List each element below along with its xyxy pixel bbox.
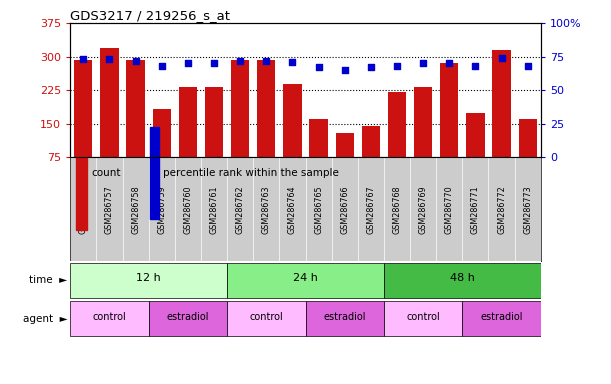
FancyBboxPatch shape [306, 301, 384, 336]
Bar [179, 87, 197, 157]
Point [78, 56, 88, 62]
Text: estradiol: estradiol [480, 312, 523, 322]
Point [392, 63, 402, 69]
Text: GSM286757: GSM286757 [105, 185, 114, 233]
Bar [76, 115, 87, 230]
Bar [492, 50, 511, 157]
Point [523, 63, 533, 69]
Point [131, 58, 141, 64]
Bar [335, 133, 354, 157]
Text: GSM286764: GSM286764 [288, 185, 297, 233]
Bar [309, 119, 327, 157]
Text: count: count [92, 168, 121, 178]
Text: GSM286765: GSM286765 [314, 185, 323, 233]
Text: GSM286769: GSM286769 [419, 185, 428, 233]
Text: GSM286761: GSM286761 [210, 185, 219, 233]
Point [288, 59, 298, 65]
Text: control: control [249, 312, 283, 322]
Text: GSM286763: GSM286763 [262, 185, 271, 233]
Text: GSM286773: GSM286773 [523, 185, 532, 233]
Text: time  ►: time ► [29, 275, 67, 285]
Text: 12 h: 12 h [136, 273, 161, 283]
Point [497, 55, 507, 61]
Text: GSM286762: GSM286762 [236, 185, 244, 233]
Bar [440, 63, 458, 157]
Bar [414, 87, 432, 157]
Text: GSM286756: GSM286756 [79, 185, 88, 233]
Text: percentile rank within the sample: percentile rank within the sample [163, 168, 339, 178]
Bar [519, 119, 537, 157]
Text: GSM286768: GSM286768 [392, 185, 401, 233]
Bar [257, 60, 276, 157]
Text: control: control [93, 312, 126, 322]
Point [313, 64, 323, 70]
FancyBboxPatch shape [384, 263, 541, 298]
Text: control: control [406, 312, 440, 322]
Bar [231, 60, 249, 157]
Bar [388, 93, 406, 157]
Bar [466, 113, 485, 157]
Bar [74, 60, 92, 157]
Point [366, 64, 376, 70]
Point [183, 60, 193, 66]
Point [209, 60, 219, 66]
Point [235, 58, 245, 64]
Text: GSM286766: GSM286766 [340, 185, 349, 233]
Text: estradiol: estradiol [167, 312, 209, 322]
Bar [284, 84, 302, 157]
Bar [362, 126, 380, 157]
Point [262, 58, 271, 64]
FancyBboxPatch shape [384, 301, 463, 336]
Text: GSM286760: GSM286760 [183, 185, 192, 233]
Bar [153, 109, 171, 157]
FancyBboxPatch shape [227, 263, 384, 298]
Point [157, 63, 167, 69]
Text: agent  ►: agent ► [23, 314, 67, 324]
Bar [100, 48, 119, 157]
FancyBboxPatch shape [227, 301, 306, 336]
Text: estradiol: estradiol [323, 312, 366, 322]
Bar [205, 87, 223, 157]
Bar [150, 127, 159, 219]
Point [340, 67, 349, 73]
Text: GSM286772: GSM286772 [497, 185, 506, 233]
FancyBboxPatch shape [463, 301, 541, 336]
Text: GSM286771: GSM286771 [471, 185, 480, 233]
FancyBboxPatch shape [70, 263, 227, 298]
Text: GSM286758: GSM286758 [131, 185, 140, 233]
Text: 24 h: 24 h [293, 273, 318, 283]
Point [419, 60, 428, 66]
Point [444, 60, 454, 66]
Text: GSM286759: GSM286759 [157, 185, 166, 233]
FancyBboxPatch shape [148, 301, 227, 336]
Text: GSM286767: GSM286767 [367, 185, 375, 233]
FancyBboxPatch shape [70, 301, 148, 336]
Text: GDS3217 / 219256_s_at: GDS3217 / 219256_s_at [70, 9, 230, 22]
Bar [126, 60, 145, 157]
Point [104, 56, 114, 62]
Text: 48 h: 48 h [450, 273, 475, 283]
Point [470, 63, 480, 69]
Text: GSM286770: GSM286770 [445, 185, 454, 233]
